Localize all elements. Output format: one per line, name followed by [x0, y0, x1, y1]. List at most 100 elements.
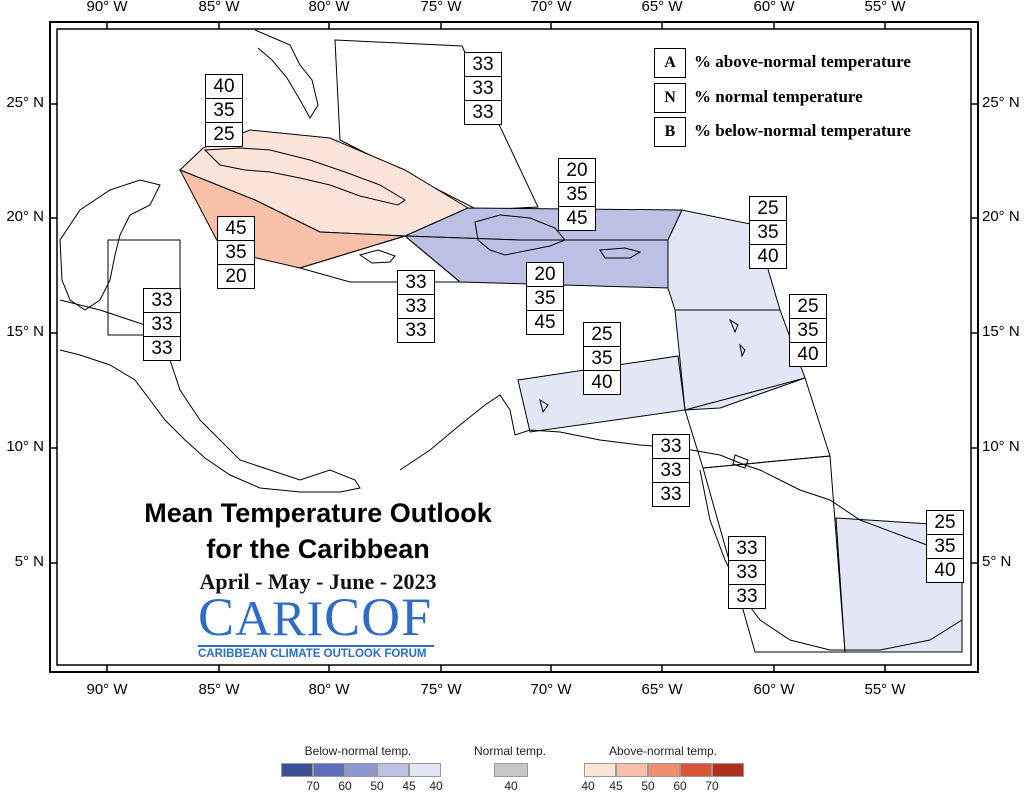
legend-text: % below-normal temperature	[694, 121, 911, 140]
lat-label-left: 20° N	[6, 208, 44, 225]
colorbar-normal-title: Normal temp.	[473, 744, 547, 758]
lat-label-left: 25° N	[6, 94, 44, 111]
prob-normal: 35	[927, 535, 963, 559]
prob-above: 33	[465, 53, 501, 77]
lon-label-bottom: 85° W	[198, 681, 240, 698]
prob-below: 40	[934, 560, 956, 581]
map-title-line2: for the Caribbean	[206, 534, 430, 564]
prob-below: 33	[405, 320, 427, 341]
lon-label-bottom: 55° W	[864, 681, 906, 698]
lat-label-right: 15° N	[982, 323, 1020, 340]
prob-box-abc-islands: 25 35 40	[583, 322, 621, 395]
colorbar-above-title: Above-normal temp.	[608, 744, 718, 758]
colorbar-swatch-normal-40	[494, 763, 528, 777]
prob-box-guyana: 33 33 33	[728, 536, 766, 609]
colorbar-tick: 40	[429, 779, 443, 793]
colorbar-swatch-above-45	[616, 763, 648, 777]
prob-below: 33	[660, 484, 682, 505]
colorbar-tick: 60	[338, 779, 352, 793]
prob-box-jamaica: 33 33 33	[397, 270, 435, 343]
prob-above: 33	[144, 289, 180, 313]
prob-box-hispaniola-north: 20 35 45	[558, 158, 596, 231]
prob-normal: 33	[144, 313, 180, 337]
prob-above: 25	[584, 323, 620, 347]
prob-normal: 33	[653, 459, 689, 483]
prob-normal: 35	[218, 241, 254, 265]
lon-label-top: 75° W	[420, 0, 462, 15]
logo-subtitle: CARIBBEAN CLIMATE OUTLOOK FORUM	[198, 645, 434, 660]
prob-box-cuba: 40 35 25	[205, 74, 243, 147]
prob-box-belize: 33 33 33	[143, 288, 181, 361]
colorbar-swatch-above-60	[680, 763, 712, 777]
prob-box-trinidad: 33 33 33	[652, 434, 690, 507]
prob-below: 20	[225, 266, 247, 287]
colorbar-below-title: Below-normal temp.	[304, 744, 412, 758]
colorbar-tick: 70	[705, 779, 719, 793]
lon-label-top: 70° W	[530, 0, 572, 15]
lon-label-top: 90° W	[86, 0, 128, 15]
lat-label-right: 20° N	[982, 208, 1020, 225]
season-subtitle: April - May - June - 2023	[199, 569, 437, 594]
lon-label-bottom: 65° W	[641, 681, 683, 698]
lon-label-top: 60° W	[753, 0, 795, 15]
map-inner-frame	[56, 28, 972, 666]
prob-box-bahamas: 33 33 33	[464, 52, 502, 125]
prob-below: 40	[591, 372, 613, 393]
colorbar-swatch-below-50	[345, 763, 377, 777]
prob-normal: 35	[559, 183, 595, 207]
colorbar-swatch-above-50	[648, 763, 680, 777]
lat-label-right: 5° N	[982, 553, 1012, 570]
prob-below: 40	[757, 246, 779, 267]
colorbar-tick: 60	[673, 779, 687, 793]
lon-label-top: 85° W	[198, 0, 240, 15]
legend-key: A	[654, 48, 686, 78]
legend-text: % normal temperature	[694, 87, 863, 106]
colorbar-tick: 50	[641, 779, 655, 793]
prob-below: 33	[472, 102, 494, 123]
prob-above: 33	[653, 435, 689, 459]
legend-key: N	[654, 83, 686, 113]
colorbar-tick: 40	[504, 779, 518, 793]
prob-above: 33	[729, 537, 765, 561]
prob-normal: 33	[465, 77, 501, 101]
lon-label-bottom: 75° W	[420, 681, 462, 698]
prob-normal: 33	[398, 295, 434, 319]
colorbar-swatch-below-40	[409, 763, 441, 777]
colorbar-tick: 40	[581, 779, 595, 793]
prob-below: 40	[797, 344, 819, 365]
graticule-ticks	[50, 22, 978, 672]
lat-label-right: 25° N	[982, 94, 1020, 111]
colorbar-swatch-below-70	[281, 763, 313, 777]
prob-below: 33	[736, 586, 758, 607]
map-title-line1: Mean Temperature Outlook	[144, 498, 492, 528]
prob-above: 20	[559, 159, 595, 183]
prob-box-cayman: 45 35 20	[217, 216, 255, 289]
prob-above: 25	[750, 197, 786, 221]
prob-above: 33	[398, 271, 434, 295]
prob-above: 40	[206, 75, 242, 99]
lat-label-left: 10° N	[6, 438, 44, 455]
prob-below: 45	[566, 208, 588, 229]
caricof-logo: CARICOF CARIBBEAN CLIMATE OUTLOOK FORUM	[198, 590, 434, 660]
prob-box-suriname-guiana: 25 35 40	[926, 510, 964, 583]
prob-normal: 35	[750, 221, 786, 245]
lon-label-top: 65° W	[641, 0, 683, 15]
lon-label-bottom: 60° W	[753, 681, 795, 698]
prob-above: 45	[218, 217, 254, 241]
prob-normal: 35	[584, 347, 620, 371]
colorbar-tick: 50	[370, 779, 384, 793]
legend-key: B	[654, 117, 686, 147]
prob-above: 25	[927, 511, 963, 535]
prob-box-hispaniola-south: 20 35 45	[526, 262, 564, 335]
lat-label-left: 15° N	[6, 323, 44, 340]
lon-label-bottom: 70° W	[530, 681, 572, 698]
prob-normal: 35	[790, 319, 826, 343]
prob-normal: 33	[729, 561, 765, 585]
colorbar-tick: 45	[609, 779, 623, 793]
colorbar-swatch-above-40	[584, 763, 616, 777]
prob-above: 20	[527, 263, 563, 287]
prob-normal: 35	[206, 99, 242, 123]
prob-box-windwards: 25 35 40	[789, 294, 827, 367]
lat-label-left: 5° N	[14, 553, 44, 570]
